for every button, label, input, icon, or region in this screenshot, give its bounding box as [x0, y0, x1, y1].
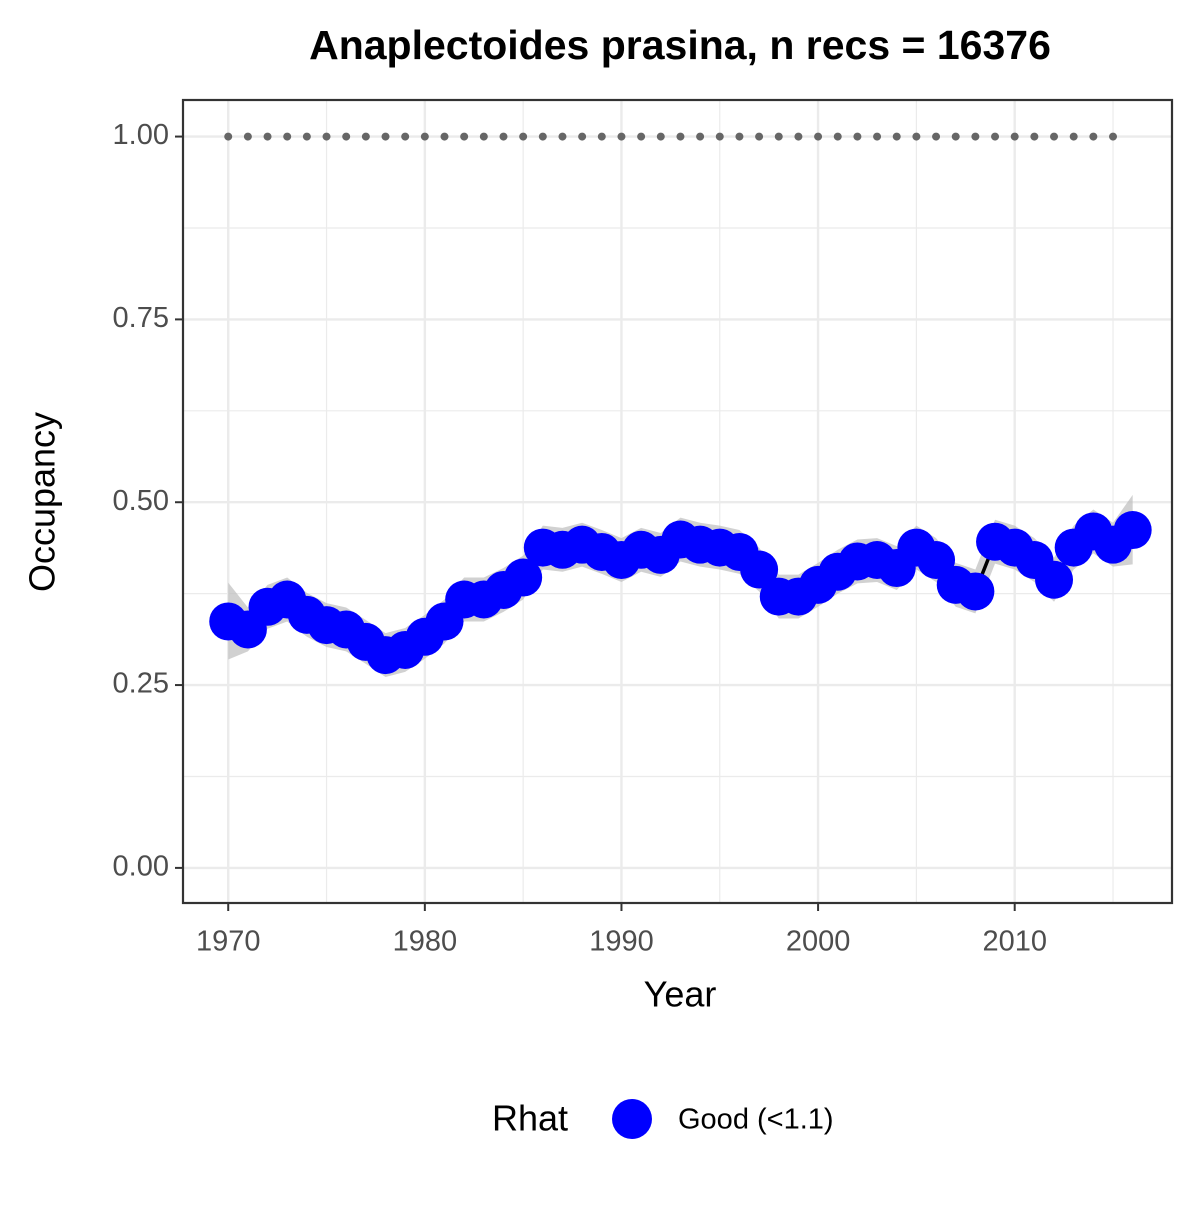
data-point — [1035, 560, 1074, 599]
y-tick-label: 1.00 — [113, 119, 169, 151]
x-tick-label: 1990 — [589, 926, 654, 958]
legend-label: Good (<1.1) — [678, 1104, 834, 1136]
data-point — [1113, 511, 1152, 550]
data-point — [956, 572, 995, 611]
legend-marker — [612, 1099, 652, 1139]
y-tick-label: 0.25 — [113, 668, 169, 700]
x-tick-label: 1970 — [196, 926, 261, 958]
chart-title: Anaplectoides prasina, n recs = 16376 — [309, 22, 1051, 68]
x-tick-label: 2010 — [982, 926, 1047, 958]
x-axis-title: Year — [644, 974, 717, 1015]
y-axis-title: Occupancy — [22, 412, 63, 592]
legend-title: Rhat — [492, 1098, 568, 1139]
x-tick-label: 1980 — [393, 926, 458, 958]
x-tick-label: 2000 — [786, 926, 851, 958]
y-tick-label: 0.75 — [113, 302, 169, 334]
data-point — [504, 558, 543, 597]
y-tick-label: 0.00 — [113, 851, 169, 883]
y-tick-label: 0.50 — [113, 485, 169, 517]
plot-border — [181, 98, 1174, 905]
data-point — [740, 550, 779, 589]
